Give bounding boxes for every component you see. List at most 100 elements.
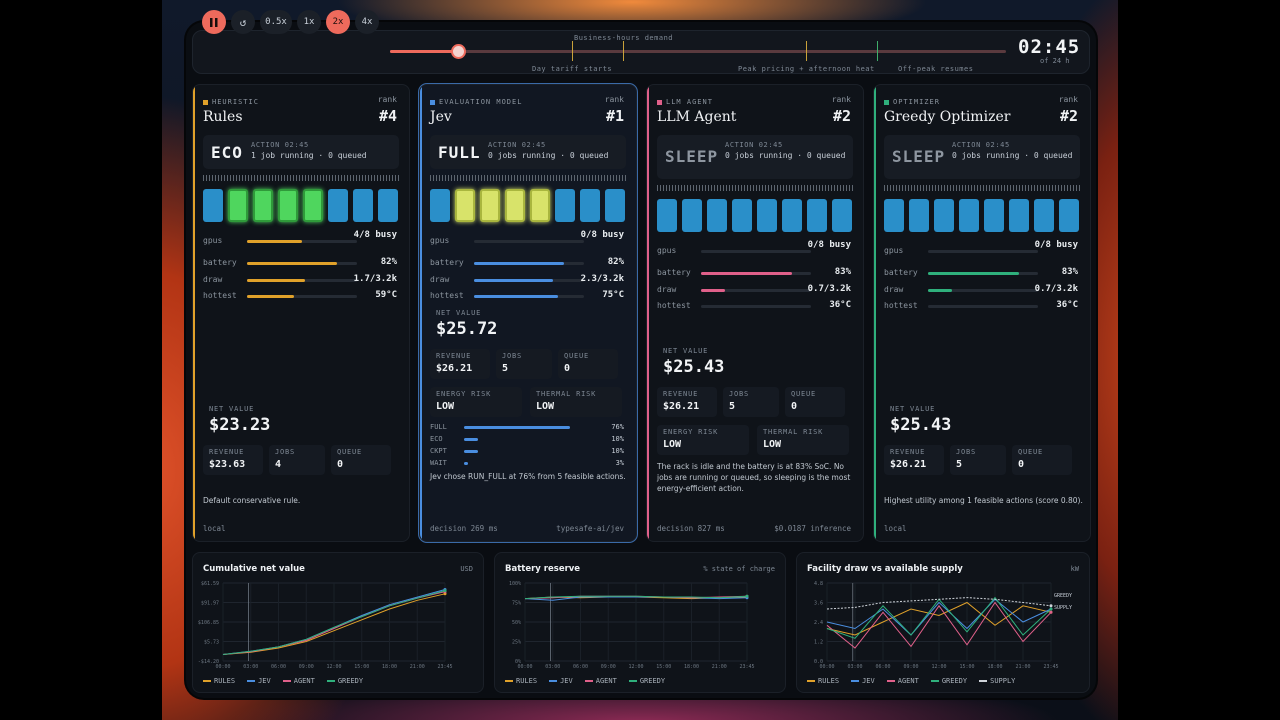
timeline-handle[interactable] xyxy=(452,46,464,57)
stat-caption: JOBS xyxy=(729,390,750,398)
speed-4x-button[interactable]: 4x xyxy=(355,10,379,34)
action-caption: ACTION 02:45 xyxy=(251,141,309,149)
risk-caption: ENERGY RISK xyxy=(663,428,719,436)
panel-llm-agent[interactable]: LLM AGENT LLM Agent rank #2 SLEEP ACTION 02:4… xyxy=(646,84,864,542)
x-tick-label: 12:00 xyxy=(931,664,946,670)
net-value-caption: NET VALUE xyxy=(436,309,482,317)
action-dist-fill xyxy=(464,438,478,441)
gpu-slot xyxy=(605,189,625,222)
stat-card xyxy=(785,387,845,417)
metric-bar-fill xyxy=(474,295,558,298)
series-end-label: GREEDY xyxy=(1054,593,1072,599)
metric-label-draw: draw xyxy=(203,275,223,284)
gpu-slot xyxy=(253,189,273,222)
panel-category: HEURISTIC xyxy=(203,98,259,106)
legend-label: GREEDY xyxy=(639,677,666,685)
restart-button[interactable]: ↺ xyxy=(231,10,255,34)
category-label: HEURISTIC xyxy=(212,98,259,106)
metric-label-battery: battery xyxy=(657,268,691,277)
legend-item-rules: RULES xyxy=(203,677,235,685)
x-tick-label: 00:00 xyxy=(517,664,532,670)
panel-footer-right: $0.0187 inference xyxy=(774,524,851,533)
speed-1x-button[interactable]: 1x xyxy=(297,10,321,34)
stat-caption: REVENUE xyxy=(209,448,245,456)
panel-footer-left: decision 269 ms xyxy=(430,524,498,533)
gpu-slot xyxy=(555,189,575,222)
action-dist-label: CKPT xyxy=(430,447,447,455)
panel-rules[interactable]: HEURISTIC Rules rank #4 ECO ACTION 02:45 1 job… xyxy=(192,84,410,542)
x-tick-label: 00:00 xyxy=(819,664,834,670)
restart-icon: ↺ xyxy=(239,15,247,29)
legend-swatch xyxy=(203,680,211,682)
gpu-slot xyxy=(203,189,223,222)
x-tick-label: 21:00 xyxy=(1015,664,1030,670)
x-tick-label: 03:00 xyxy=(545,664,560,670)
legend-item-rules: RULES xyxy=(505,677,537,685)
pause-button[interactable] xyxy=(202,10,226,34)
stat-value: 0 xyxy=(791,401,798,412)
metric-value-gpus: 0/8 busy xyxy=(807,240,851,250)
action-word: SLEEP xyxy=(892,147,946,166)
gpu-slot xyxy=(1059,199,1079,232)
x-tick-label: 23:45 xyxy=(1043,664,1058,670)
action-dist-label: WAIT xyxy=(430,459,447,467)
legend-label: RULES xyxy=(214,677,236,685)
timeline-scrubber[interactable] xyxy=(390,50,1006,53)
y-tick-label: 3.6 xyxy=(814,601,823,607)
net-value: $23.23 xyxy=(209,415,271,435)
gpu-slot xyxy=(353,189,373,222)
legend-swatch xyxy=(282,680,291,682)
sim-clock: 02:45 xyxy=(1018,36,1081,58)
stat-caption: JOBS xyxy=(275,448,296,456)
action-word: ECO xyxy=(211,143,243,162)
category-label: EVALUATION MODEL xyxy=(439,98,523,106)
metric-label-battery: battery xyxy=(884,268,918,277)
speed-2x-button[interactable]: 2x xyxy=(326,10,350,34)
chart-plot: 100% 75% 50% 25% 0%00:00 03:00 06:00 09:00 12:00… xyxy=(509,581,755,670)
timeline-event-label: Peak pricing + afternoon heat xyxy=(738,65,875,73)
panel-greedy-optimizer[interactable]: OPTIMIZER Greedy Optimizer rank #2 SLEEP ACTI… xyxy=(873,84,1091,542)
risk-value: LOW xyxy=(763,439,782,450)
x-tick-label: 06:00 xyxy=(573,664,588,670)
gpu-slot xyxy=(378,189,398,222)
gpu-slot xyxy=(732,199,752,232)
chart-title: Cumulative net value xyxy=(203,564,305,574)
panel-title: Rules xyxy=(203,109,243,125)
net-value: $25.43 xyxy=(663,357,725,377)
gpu-slot xyxy=(530,189,550,222)
panel-title: LLM Agent xyxy=(657,109,737,125)
sim-clock-sub: of 24 h xyxy=(1040,57,1070,65)
legend-item-jev: JEV xyxy=(549,677,573,685)
gpu-slot xyxy=(1009,199,1029,232)
risk-card xyxy=(530,387,622,417)
action-dist-value: 10% xyxy=(611,447,624,455)
stat-value: 5 xyxy=(956,459,963,470)
rank-label: rank xyxy=(1058,95,1078,104)
legend-swatch xyxy=(930,680,939,682)
panel-jev[interactable]: EVALUATION MODEL Jev rank #1 FULL ACTION 02:4… xyxy=(419,84,637,542)
stat-caption: REVENUE xyxy=(890,448,926,456)
y-tick-label: 4.8 xyxy=(814,581,823,587)
metric-value-hottest: 75°C xyxy=(602,290,624,300)
timeline-progress xyxy=(390,50,458,53)
category-swatch xyxy=(657,99,662,105)
gpu-slot xyxy=(884,199,904,232)
panel-accent-bar xyxy=(420,85,422,541)
panel-accent-bar xyxy=(874,85,876,541)
x-tick-label: 23:45 xyxy=(437,664,452,670)
action-dist-track xyxy=(464,426,604,429)
action-dist-label: FULL xyxy=(430,423,447,431)
panel-note: Default conservative rule. xyxy=(203,496,301,505)
risk-value: LOW xyxy=(663,439,682,450)
action-dist-track xyxy=(464,438,604,441)
speed-0.5x-button[interactable]: 0.5x xyxy=(260,10,292,34)
rank-label: rank xyxy=(377,95,397,104)
metric-bar-fill xyxy=(474,262,565,265)
timeline-event-label: Off-peak resumes xyxy=(898,65,974,73)
stat-value: 0 xyxy=(337,459,344,470)
metric-label-draw: draw xyxy=(657,285,677,294)
stat-card xyxy=(558,349,618,379)
metric-value-draw: 0.7/3.2k xyxy=(1034,284,1078,294)
metric-value-battery: 83% xyxy=(834,267,851,277)
category-label: OPTIMIZER xyxy=(893,98,940,106)
